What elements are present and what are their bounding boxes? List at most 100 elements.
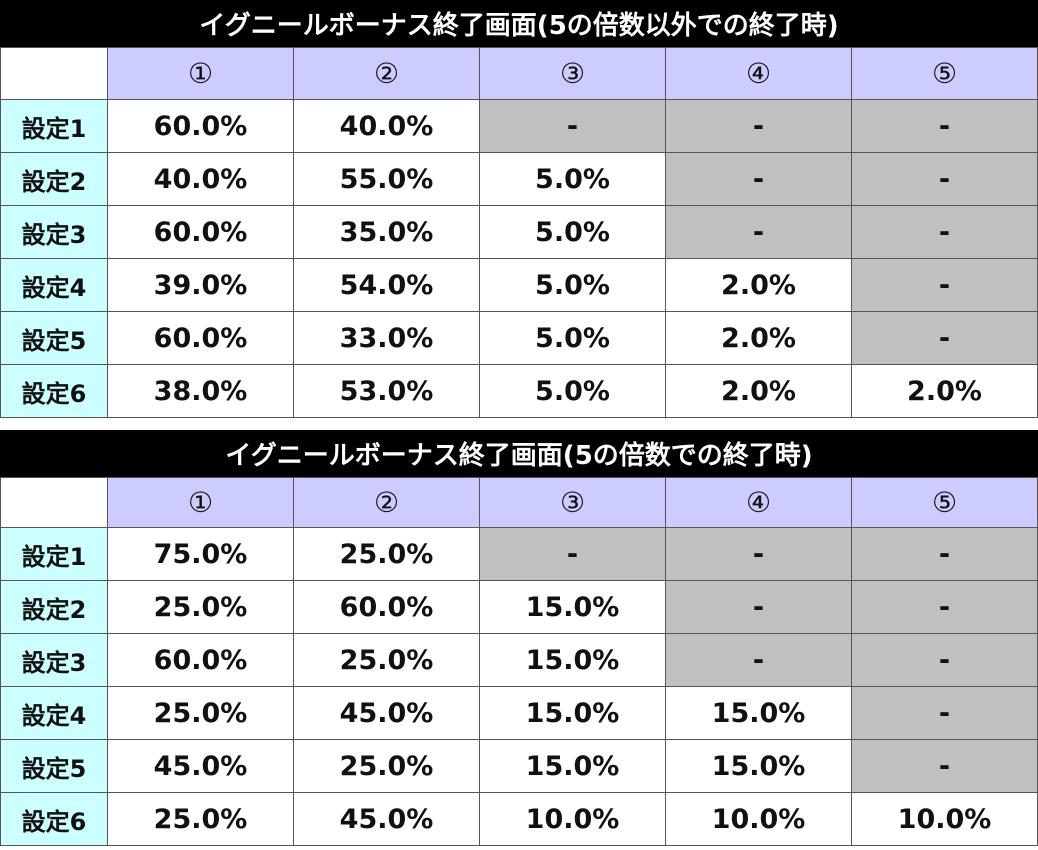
table-cell: 15.0% (479, 580, 666, 634)
table-title: イグニールボーナス終了画面(5の倍数以外での終了時) (0, 0, 1038, 47)
table-cell: 53.0% (293, 364, 480, 418)
table-cell: 5.0% (479, 152, 666, 206)
table-cell: - (665, 205, 852, 259)
row-label: 設定1 (0, 99, 108, 153)
table-cell: - (665, 633, 852, 687)
table-cell: - (479, 527, 666, 581)
table-cell: 33.0% (293, 311, 480, 365)
probability-table: ① ② ③ ④ ⑤ 設定1 75.0% 25.0% - - - 設定2 25.0… (0, 477, 1038, 846)
column-header: ④ (665, 47, 852, 100)
table-cell: - (851, 580, 1038, 634)
table-title: イグニールボーナス終了画面(5の倍数での終了時) (0, 430, 1038, 477)
column-header: ② (293, 477, 480, 528)
table-cell: 5.0% (479, 258, 666, 312)
table-cell: 40.0% (293, 99, 480, 153)
table-cell: 10.0% (851, 792, 1038, 846)
table-cell: 25.0% (293, 739, 480, 793)
table-row: 設定6 25.0% 45.0% 10.0% 10.0% 10.0% (0, 792, 1038, 846)
table-row: 設定2 40.0% 55.0% 5.0% - - (0, 152, 1038, 206)
table-cell: 38.0% (107, 364, 294, 418)
table-cell: - (851, 527, 1038, 581)
table-cell: - (665, 99, 852, 153)
table-cell: 39.0% (107, 258, 294, 312)
table-row: 設定5 45.0% 25.0% 15.0% 15.0% - (0, 739, 1038, 793)
table-cell: - (851, 152, 1038, 206)
table-row: 設定4 25.0% 45.0% 15.0% 15.0% - (0, 686, 1038, 740)
table-cell: 60.0% (107, 205, 294, 259)
table-cell: - (665, 580, 852, 634)
table-cell: 2.0% (665, 364, 852, 418)
table-cell: 2.0% (665, 258, 852, 312)
table-row: 設定5 60.0% 33.0% 5.0% 2.0% - (0, 311, 1038, 365)
table-row: 設定3 60.0% 35.0% 5.0% - - (0, 205, 1038, 259)
table-cell: 25.0% (107, 686, 294, 740)
table-cell: 55.0% (293, 152, 480, 206)
column-header: ③ (479, 47, 666, 100)
table-cell: - (479, 99, 666, 153)
table-cell: 15.0% (665, 686, 852, 740)
table-cell: 25.0% (293, 527, 480, 581)
table-row: 設定4 39.0% 54.0% 5.0% 2.0% - (0, 258, 1038, 312)
column-header: ① (107, 47, 294, 100)
table-cell: 10.0% (665, 792, 852, 846)
table-cell: - (851, 686, 1038, 740)
row-label: 設定6 (0, 364, 108, 418)
table-cell: - (851, 633, 1038, 687)
table-cell: 10.0% (479, 792, 666, 846)
table-row: 設定1 75.0% 25.0% - - - (0, 527, 1038, 581)
table-cell: 54.0% (293, 258, 480, 312)
table-cell: 25.0% (107, 792, 294, 846)
table-cell: 2.0% (665, 311, 852, 365)
table-row: 設定2 25.0% 60.0% 15.0% - - (0, 580, 1038, 634)
row-label: 設定3 (0, 205, 108, 259)
row-label: 設定4 (0, 258, 108, 312)
row-label: 設定6 (0, 792, 108, 846)
table-cell: 60.0% (107, 311, 294, 365)
corner-cell (0, 477, 108, 528)
table-cell: 2.0% (851, 364, 1038, 418)
table-row: 設定3 60.0% 25.0% 15.0% - - (0, 633, 1038, 687)
table-cell: 15.0% (479, 739, 666, 793)
table-cell: 15.0% (479, 633, 666, 687)
table-cell: 45.0% (293, 792, 480, 846)
table-cell: - (851, 739, 1038, 793)
table-cell: - (851, 205, 1038, 259)
table-cell: - (665, 527, 852, 581)
header-row: ① ② ③ ④ ⑤ (0, 47, 1038, 100)
row-label: 設定5 (0, 739, 108, 793)
column-header: ① (107, 477, 294, 528)
row-label: 設定3 (0, 633, 108, 687)
column-header: ② (293, 47, 480, 100)
row-label: 設定2 (0, 580, 108, 634)
probability-table: ① ② ③ ④ ⑤ 設定1 60.0% 40.0% - - - 設定2 40.0… (0, 47, 1038, 418)
table-cell: 60.0% (107, 633, 294, 687)
table-cell: 15.0% (479, 686, 666, 740)
table-block-multiple-of-5: イグニールボーナス終了画面(5の倍数での終了時) ① ② ③ ④ ⑤ 設定1 7… (0, 430, 1038, 846)
table-cell: 75.0% (107, 527, 294, 581)
row-label: 設定2 (0, 152, 108, 206)
table-cell: - (851, 311, 1038, 365)
table-cell: 45.0% (293, 686, 480, 740)
row-label: 設定5 (0, 311, 108, 365)
table-row: 設定1 60.0% 40.0% - - - (0, 99, 1038, 153)
row-label: 設定4 (0, 686, 108, 740)
column-header: ③ (479, 477, 666, 528)
table-row: 設定6 38.0% 53.0% 5.0% 2.0% 2.0% (0, 364, 1038, 418)
table-cell: 35.0% (293, 205, 480, 259)
corner-cell (0, 47, 108, 100)
column-header: ⑤ (851, 477, 1038, 528)
table-cell: - (851, 99, 1038, 153)
table-block-non-multiple-of-5: イグニールボーナス終了画面(5の倍数以外での終了時) ① ② ③ ④ ⑤ 設定1… (0, 0, 1038, 418)
table-gap (0, 418, 1038, 430)
table-cell: 40.0% (107, 152, 294, 206)
table-cell: 25.0% (293, 633, 480, 687)
table-cell: 5.0% (479, 205, 666, 259)
table-cell: 5.0% (479, 311, 666, 365)
row-label: 設定1 (0, 527, 108, 581)
column-header: ④ (665, 477, 852, 528)
table-cell: 5.0% (479, 364, 666, 418)
table-cell: 60.0% (107, 99, 294, 153)
table-cell: 15.0% (665, 739, 852, 793)
table-cell: 25.0% (107, 580, 294, 634)
table-cell: 60.0% (293, 580, 480, 634)
